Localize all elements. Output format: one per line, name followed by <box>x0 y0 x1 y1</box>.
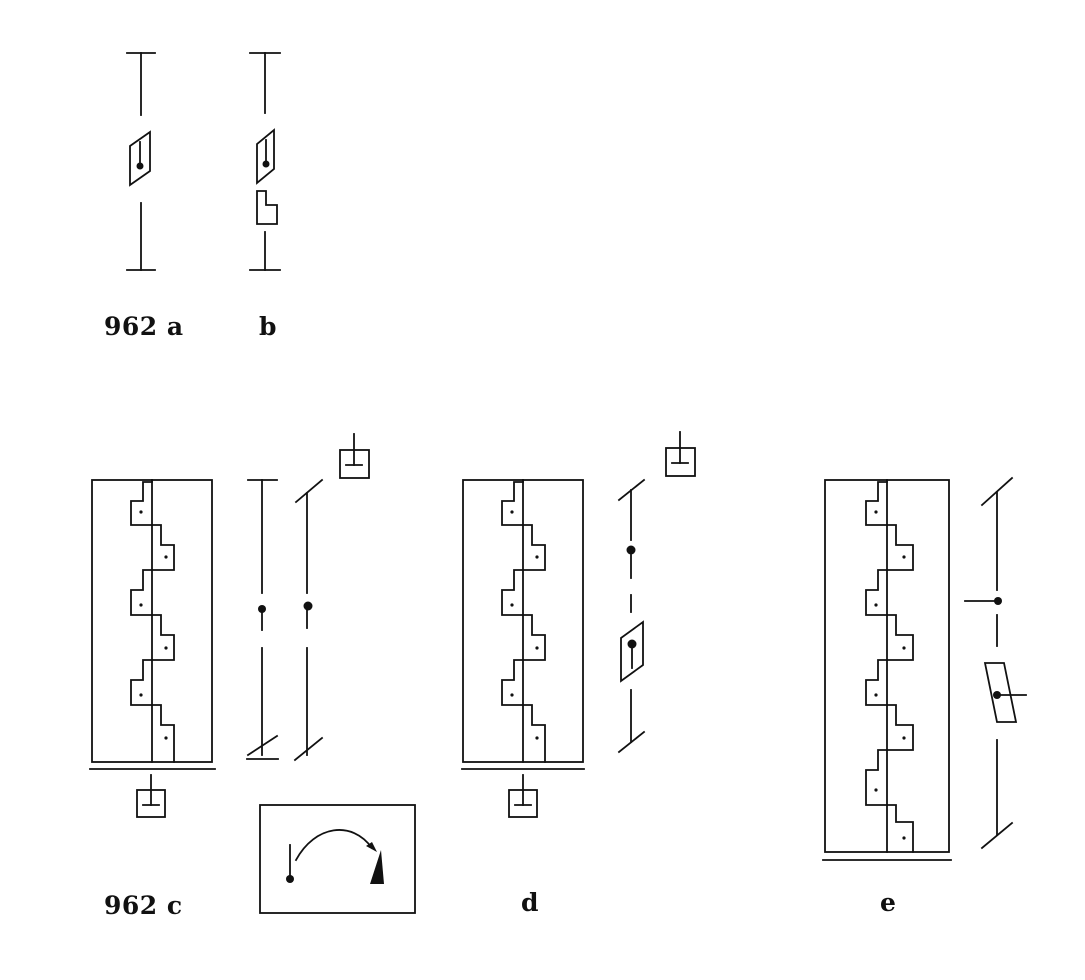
label-d: d <box>521 888 539 917</box>
pin-box-bottom <box>136 774 166 818</box>
figure-b <box>249 52 281 271</box>
label-b: b <box>259 312 277 341</box>
label-962c: 962 c <box>104 891 183 920</box>
staircase-path-box <box>89 479 216 770</box>
figure-d <box>461 431 696 818</box>
pin-box-top <box>339 433 370 479</box>
curved-arrow-path <box>294 829 374 862</box>
staircase-path-box <box>461 479 585 770</box>
staircase-path-box <box>822 479 952 861</box>
staff-left <box>246 479 279 760</box>
staff-upper-segment <box>249 52 281 114</box>
label-962a: 962 a <box>104 312 184 341</box>
figure-962a <box>126 52 156 271</box>
pin-box-bottom <box>508 774 538 818</box>
wing-symbol <box>129 130 151 187</box>
figure-e <box>822 476 1027 861</box>
figure-962c <box>89 433 416 914</box>
staff-right <box>293 478 324 762</box>
wing-symbol <box>256 128 275 185</box>
label-e: e <box>880 888 897 917</box>
pin-box-top <box>665 431 696 477</box>
rotation-legend-box <box>259 804 416 914</box>
staff <box>964 476 1027 850</box>
hand-shape-symbol <box>256 190 278 225</box>
staff-lower-segment <box>249 231 281 271</box>
arrow-head <box>366 842 377 852</box>
staff-lower-segment <box>126 202 156 271</box>
staff-upper-segment <box>126 52 156 116</box>
staff <box>617 478 646 754</box>
wedge-symbol <box>370 850 384 884</box>
